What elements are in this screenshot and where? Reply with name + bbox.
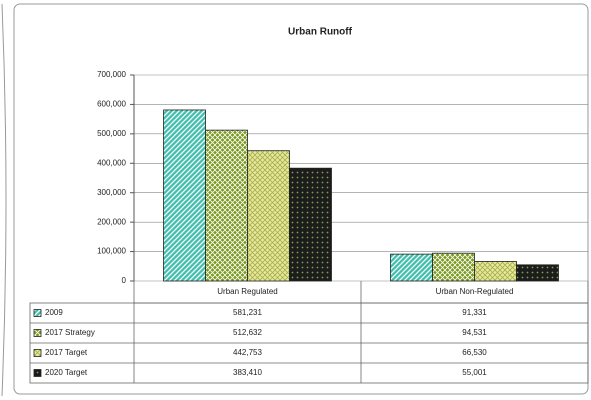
table-value: 66,530 bbox=[462, 348, 487, 357]
legend-key bbox=[33, 369, 42, 377]
bar bbox=[247, 150, 290, 282]
table-value: 512,632 bbox=[233, 328, 262, 337]
y-tick-label: 100,000 bbox=[97, 247, 126, 256]
y-tick-label: 200,000 bbox=[97, 217, 126, 226]
y-tick-label: 400,000 bbox=[97, 158, 126, 167]
bar bbox=[516, 264, 559, 282]
table-value: 94,531 bbox=[462, 328, 487, 337]
table-value: 442,753 bbox=[233, 348, 262, 357]
table-value: 581,231 bbox=[233, 308, 262, 317]
legend-label: 2020 Target bbox=[45, 368, 88, 377]
chart-title: Urban Runoff bbox=[288, 27, 353, 38]
y-tick-label: 300,000 bbox=[97, 188, 126, 197]
bar bbox=[205, 129, 248, 282]
table-value: 91,331 bbox=[462, 308, 487, 317]
y-tick-label: 0 bbox=[122, 276, 127, 285]
y-tick-label: 700,000 bbox=[97, 70, 126, 79]
bar bbox=[432, 252, 475, 282]
legend-key bbox=[33, 309, 42, 317]
table-value: 55,001 bbox=[462, 368, 487, 377]
bar bbox=[289, 167, 332, 282]
table-value: 383,410 bbox=[233, 368, 262, 377]
legend-label: 2009 bbox=[45, 308, 63, 317]
legend-label: 2017 Strategy bbox=[45, 328, 95, 337]
legend-key bbox=[33, 349, 42, 357]
x-tick-label: Urban Non-Regulated bbox=[436, 287, 514, 296]
y-tick-label: 500,000 bbox=[97, 129, 126, 138]
bar bbox=[390, 253, 433, 282]
y-tick-label: 600,000 bbox=[97, 100, 126, 109]
frame-edge bbox=[1, 3, 7, 397]
legend-label: 2017 Target bbox=[45, 348, 88, 357]
legend-key bbox=[33, 329, 42, 337]
bar bbox=[474, 261, 517, 282]
bar bbox=[163, 109, 206, 282]
x-tick-label: Urban Regulated bbox=[217, 287, 277, 296]
